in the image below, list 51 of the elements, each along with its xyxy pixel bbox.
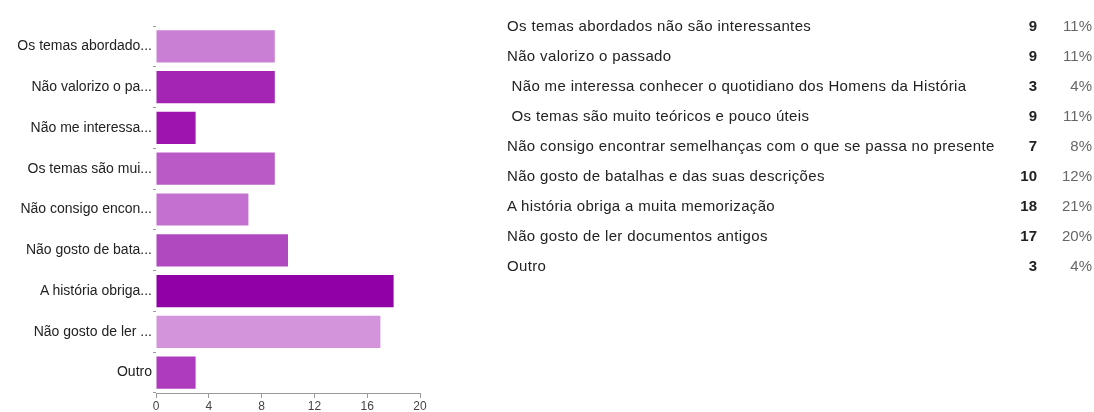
category-label: Não gosto de ler documentos antigos — [507, 226, 768, 246]
y-tick-label: Os temas abordado... — [17, 37, 152, 54]
data-label: 11% — [1063, 46, 1092, 66]
category-label: Não consigo encontrar semelhanças com o que se passa no presente — [507, 136, 995, 156]
data-label: 17 — [1020, 226, 1037, 246]
data-label: 9 — [1028, 106, 1037, 126]
data-label: 10 — [1020, 166, 1037, 186]
data-label: 3 — [1028, 76, 1037, 96]
category-label: Os temas abordados não são interessantes — [507, 16, 812, 36]
bar — [156, 274, 394, 308]
y-tick-label: A história obriga... — [39, 281, 152, 298]
data-label: 4% — [1070, 256, 1092, 276]
x-tick-label: 20 — [413, 398, 427, 412]
data-label: 7 — [1028, 136, 1037, 156]
bar — [156, 71, 275, 104]
x-tick-label: 16 — [360, 398, 375, 412]
x-tick-label: 12 — [307, 398, 322, 412]
data-label: 9 — [1028, 16, 1037, 36]
category-label: Não valorizo o passado — [507, 46, 672, 66]
y-tick-label: Não gosto de bata... — [25, 241, 152, 258]
bar — [156, 30, 275, 63]
bar — [156, 111, 196, 145]
bar — [156, 152, 275, 185]
bar — [156, 356, 196, 389]
y-tick-label: Não consigo encon... — [20, 200, 152, 217]
data-label: 11% — [1063, 16, 1092, 36]
x-tick-label: 4 — [205, 398, 213, 412]
data-label: 11% — [1063, 106, 1092, 126]
category-label: Não me interessa conhecer o quotidiano dos Homens da História — [510, 76, 967, 96]
data-label: 8% — [1070, 136, 1092, 156]
category-label: Outro — [507, 256, 547, 276]
bar — [156, 193, 249, 226]
data-label: 3 — [1028, 256, 1037, 276]
bar — [156, 234, 288, 267]
category-label: A história obriga a muita memorização — [507, 196, 776, 216]
x-tick-label: 0 — [152, 398, 160, 412]
category-label: Os temas são muito teóricos e pouco úteis — [510, 106, 810, 126]
y-tick-label: Os temas são mui... — [27, 159, 152, 176]
category-label: Não gosto de batalhas e das suas descrições — [507, 166, 825, 186]
y-tick-label: Não valorizo o pa... — [31, 78, 152, 95]
y-tick-label: Não me interessa... — [30, 118, 152, 135]
y-tick-label: Outro — [116, 363, 153, 380]
data-label: 4% — [1070, 76, 1092, 96]
y-tick-label: Não gosto de ler ... — [33, 322, 152, 339]
data-label: 21% — [1061, 196, 1092, 216]
data-label: 20% — [1061, 226, 1092, 246]
data-label: 12% — [1061, 166, 1092, 186]
bar — [156, 315, 381, 348]
data-label: 18 — [1020, 196, 1037, 216]
x-tick-label: 8 — [258, 398, 266, 412]
data-label: 9 — [1028, 46, 1037, 66]
